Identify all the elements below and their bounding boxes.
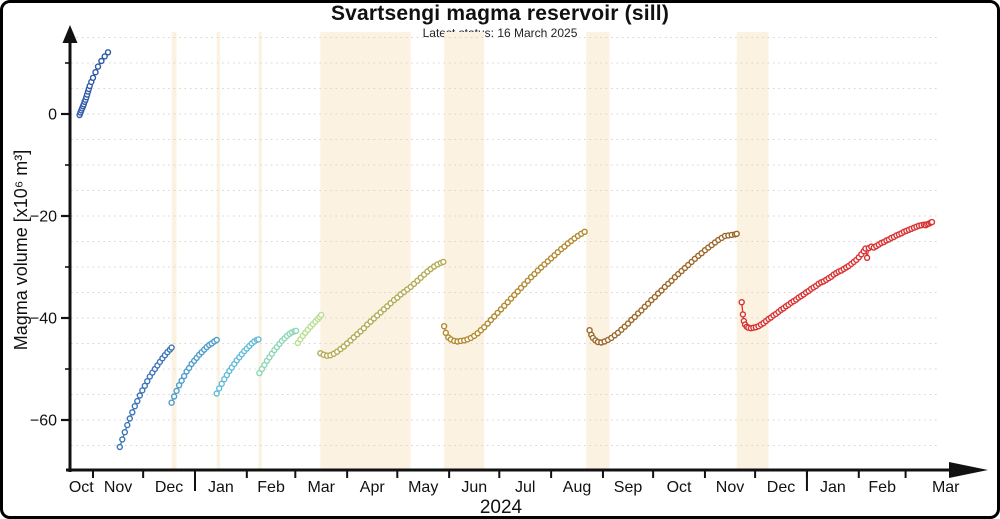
eruption-band xyxy=(320,32,411,470)
month-label: Oct xyxy=(69,479,94,496)
month-label: Aug xyxy=(563,479,591,496)
data-point xyxy=(134,397,141,405)
data-point xyxy=(218,380,225,387)
x-axis-arrow xyxy=(949,462,988,478)
data-point xyxy=(129,409,136,416)
data-point xyxy=(173,387,180,395)
month-label: Sep xyxy=(614,479,643,496)
data-point xyxy=(178,377,185,384)
data-point xyxy=(928,218,936,226)
data-point xyxy=(739,311,747,318)
data-point xyxy=(98,57,105,65)
series-5-sep-20-nov-2024 xyxy=(586,230,740,346)
data-point xyxy=(440,258,447,266)
y-tick-label: −20 xyxy=(30,209,57,226)
data-point xyxy=(863,254,871,261)
series-18-dec-2023-14-jan-2024 xyxy=(168,336,220,406)
y-tick-label: −40 xyxy=(30,311,57,328)
month-label: Jun xyxy=(461,479,487,496)
chart-title: Svartsengi magma reservoir (sill) xyxy=(330,2,670,25)
data-point xyxy=(144,378,151,385)
eruption-band xyxy=(736,32,769,470)
series-8-feb-2-mar-2024 xyxy=(256,327,300,377)
data-point xyxy=(89,74,97,82)
data-point xyxy=(733,230,740,238)
data-point xyxy=(141,382,149,389)
data-point xyxy=(104,49,112,56)
month-label: Mar xyxy=(932,479,960,496)
data-point xyxy=(442,329,449,336)
data-point xyxy=(180,372,188,380)
data-point xyxy=(213,336,220,344)
eruption-band xyxy=(171,32,177,470)
data-point xyxy=(126,415,134,422)
data-point xyxy=(738,299,745,306)
data-point xyxy=(318,311,325,319)
series-16-nov-18-dec-2023 xyxy=(116,344,175,451)
eruption-band xyxy=(444,32,485,470)
data-point xyxy=(292,327,300,334)
data-point xyxy=(581,228,588,236)
data-point xyxy=(139,387,146,394)
data-point xyxy=(170,393,178,400)
data-point xyxy=(92,68,99,76)
series-20-nov-2024-16-mar-2025 xyxy=(738,218,936,332)
series-inflation-25-oct-10-nov-2023 xyxy=(76,49,112,119)
month-label: Jul xyxy=(515,479,535,496)
data-point xyxy=(215,385,223,392)
month-label: Jan xyxy=(208,479,234,496)
data-point xyxy=(119,436,126,443)
eruption-band xyxy=(258,32,262,470)
month-label: Dec xyxy=(155,479,183,496)
data-point xyxy=(116,443,124,451)
series-2-16-mar-2024 xyxy=(294,311,325,347)
series-14-jan-8-feb-2024 xyxy=(213,336,262,397)
eruption-band xyxy=(586,32,610,470)
month-label: Nov xyxy=(716,479,744,496)
month-label: Dec xyxy=(767,479,795,496)
data-point xyxy=(131,403,139,410)
data-point xyxy=(94,63,102,70)
month-label: Feb xyxy=(257,479,285,496)
year-label: 2024 xyxy=(480,497,523,518)
data-point xyxy=(136,392,144,399)
data-point xyxy=(121,429,129,436)
y-tick-label: −60 xyxy=(30,413,57,430)
eruption-band xyxy=(216,32,221,470)
data-point xyxy=(440,323,448,330)
month-label: Oct xyxy=(667,479,692,496)
y-axis-arrow xyxy=(62,25,78,43)
y-tick-label: 0 xyxy=(48,107,57,124)
month-label: Mar xyxy=(307,479,335,496)
data-point xyxy=(101,53,108,60)
month-label: Jan xyxy=(820,479,846,496)
series-29-may-22-aug-2024 xyxy=(440,228,588,345)
data-point xyxy=(168,399,175,406)
series-16-mar-29-may-2024 xyxy=(317,258,447,359)
month-label: Feb xyxy=(868,479,896,496)
data-point xyxy=(255,336,262,343)
month-label: Apr xyxy=(360,479,386,496)
data-point xyxy=(124,421,131,429)
month-label: Nov xyxy=(104,479,132,496)
month-label: May xyxy=(408,479,438,496)
data-point xyxy=(213,390,220,397)
data-point xyxy=(168,344,175,351)
data-point xyxy=(175,382,183,389)
